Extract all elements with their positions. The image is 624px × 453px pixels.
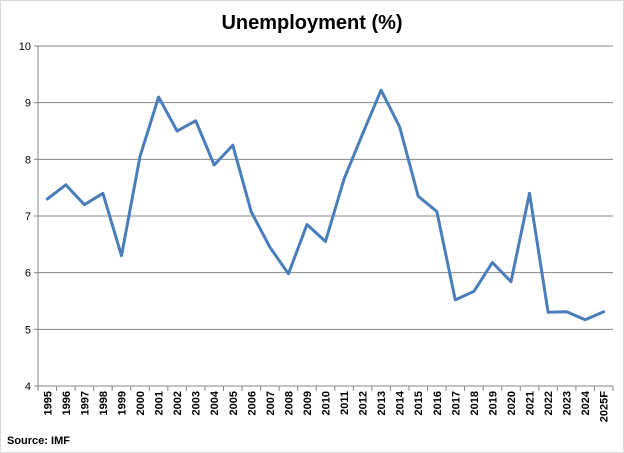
x-tick-label: 2022	[543, 391, 555, 415]
x-tick-label: 2003	[191, 391, 203, 415]
series-line	[45, 88, 606, 322]
x-tick-label: 2021	[525, 391, 537, 415]
chart-title: Unemployment (%)	[221, 12, 402, 34]
x-tick-label: 2018	[469, 391, 481, 415]
x-tick-label: 2013	[376, 391, 388, 415]
grid-layer	[34, 45, 614, 391]
x-tick-label: 1995	[42, 391, 54, 415]
x-tick-label: 1997	[79, 391, 91, 415]
x-tick-label: 2016	[432, 391, 444, 415]
x-tick-label: 2006	[246, 391, 258, 415]
x-tick-label: 2001	[154, 391, 166, 415]
x-tick-label: 2012	[358, 391, 370, 415]
series-layer	[45, 88, 606, 322]
x-tick-label: 2019	[487, 391, 499, 415]
x-tick-label: 2017	[450, 391, 462, 415]
x-tick-label: 2002	[172, 391, 184, 415]
y-tick-label: 4	[25, 381, 31, 393]
x-tick-label: 2007	[265, 391, 277, 415]
x-tick-label: 2023	[562, 391, 574, 415]
y-tick-label: 8	[25, 154, 31, 166]
x-tick-label: 2024	[580, 390, 592, 415]
x-tick-label: 2008	[283, 391, 295, 415]
x-tick-label: 2025F	[599, 391, 611, 422]
x-tick-label: 2005	[228, 391, 240, 415]
y-tick-label: 5	[25, 324, 31, 336]
x-tick-label: 2020	[506, 391, 518, 415]
x-tick-label: 2010	[321, 391, 333, 415]
x-tick-label: 1996	[61, 391, 73, 415]
y-tick-label: 7	[25, 211, 31, 223]
x-tick-label: 1998	[98, 391, 110, 415]
x-tick-label: 2009	[302, 391, 314, 415]
x-tick-labels: 1995 1996 1997 1998 1999 2000 2001 2002 2003 2004…	[42, 390, 610, 422]
x-tick-label: 1999	[116, 391, 128, 415]
x-tick-label: 2015	[413, 391, 425, 415]
source-note: Source: IMF	[7, 435, 70, 447]
y-tick-label: 9	[25, 98, 31, 110]
x-tick-label: 2004	[209, 390, 221, 415]
y-tick-label: 10	[19, 41, 31, 53]
x-tick-label: 2000	[135, 391, 147, 415]
y-tick-labels: 4 5 6 7 8 9 10	[19, 41, 31, 393]
y-tick-label: 6	[25, 268, 31, 280]
x-tick-label: 2014	[395, 390, 407, 415]
x-tick-label: 2011	[339, 391, 351, 415]
